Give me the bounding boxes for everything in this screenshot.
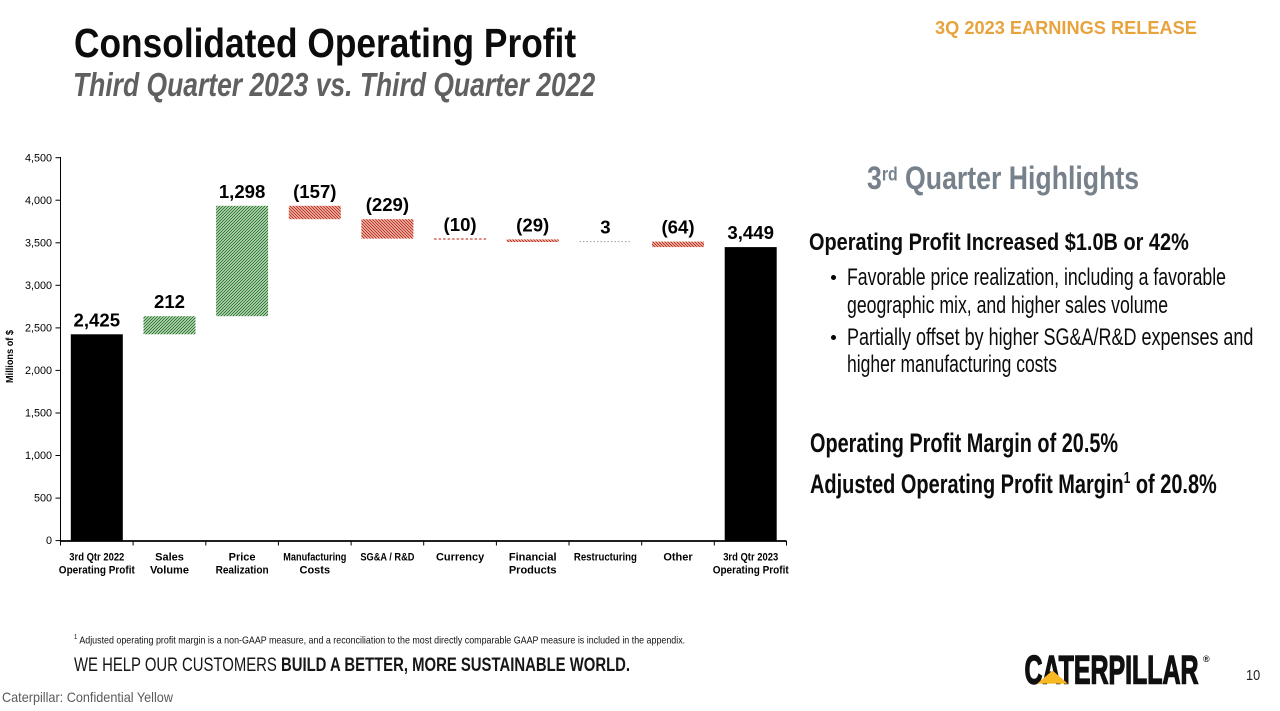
svg-text:Currency: Currency xyxy=(436,552,485,564)
svg-text:500: 500 xyxy=(34,493,52,505)
svg-text:Operating Profit: Operating Profit xyxy=(713,565,789,577)
svg-text:(157): (157) xyxy=(293,181,336,202)
svg-text:1,500: 1,500 xyxy=(25,408,52,420)
svg-text:3rd Qtr 2023: 3rd Qtr 2023 xyxy=(723,552,778,564)
svg-text:3rd Qtr 2022: 3rd Qtr 2022 xyxy=(69,552,124,564)
svg-text:CATERPILLAR: CATERPILLAR xyxy=(1025,649,1199,693)
svg-text:212: 212 xyxy=(154,291,185,312)
svg-text:4,000: 4,000 xyxy=(25,195,52,207)
svg-text:Other: Other xyxy=(663,552,693,564)
svg-text:Manufacturing: Manufacturing xyxy=(283,552,346,564)
svg-text:SG&A / R&D: SG&A / R&D xyxy=(360,552,414,564)
svg-text:Products: Products xyxy=(509,565,557,577)
svg-text:(29): (29) xyxy=(516,214,549,235)
svg-text:(64): (64) xyxy=(661,217,694,238)
svg-text:Restructuring: Restructuring xyxy=(574,552,637,564)
svg-text:3,500: 3,500 xyxy=(25,237,52,249)
svg-text:Realization: Realization xyxy=(216,565,269,577)
svg-text:4,500: 4,500 xyxy=(25,152,52,164)
svg-text:Sales: Sales xyxy=(155,552,184,564)
svg-text:®: ® xyxy=(1203,654,1210,664)
svg-text:Operating Profit: Operating Profit xyxy=(59,565,135,577)
svg-text:1,298: 1,298 xyxy=(219,181,266,202)
svg-text:(10): (10) xyxy=(444,214,477,235)
svg-text:Costs: Costs xyxy=(300,565,331,577)
svg-text:(229): (229) xyxy=(366,194,409,215)
svg-text:3,449: 3,449 xyxy=(727,222,774,243)
svg-text:Financial: Financial xyxy=(509,552,557,564)
svg-text:3: 3 xyxy=(600,217,610,238)
svg-text:2,000: 2,000 xyxy=(25,365,52,377)
svg-text:0: 0 xyxy=(46,535,52,547)
svg-text:2,500: 2,500 xyxy=(25,323,52,335)
svg-text:3,000: 3,000 xyxy=(25,280,52,292)
svg-text:1,000: 1,000 xyxy=(25,450,52,462)
svg-text:Millions of $: Millions of $ xyxy=(4,330,16,383)
svg-text:2,425: 2,425 xyxy=(74,309,121,330)
svg-text:Volume: Volume xyxy=(150,565,189,577)
svg-text:Price: Price xyxy=(229,552,256,564)
